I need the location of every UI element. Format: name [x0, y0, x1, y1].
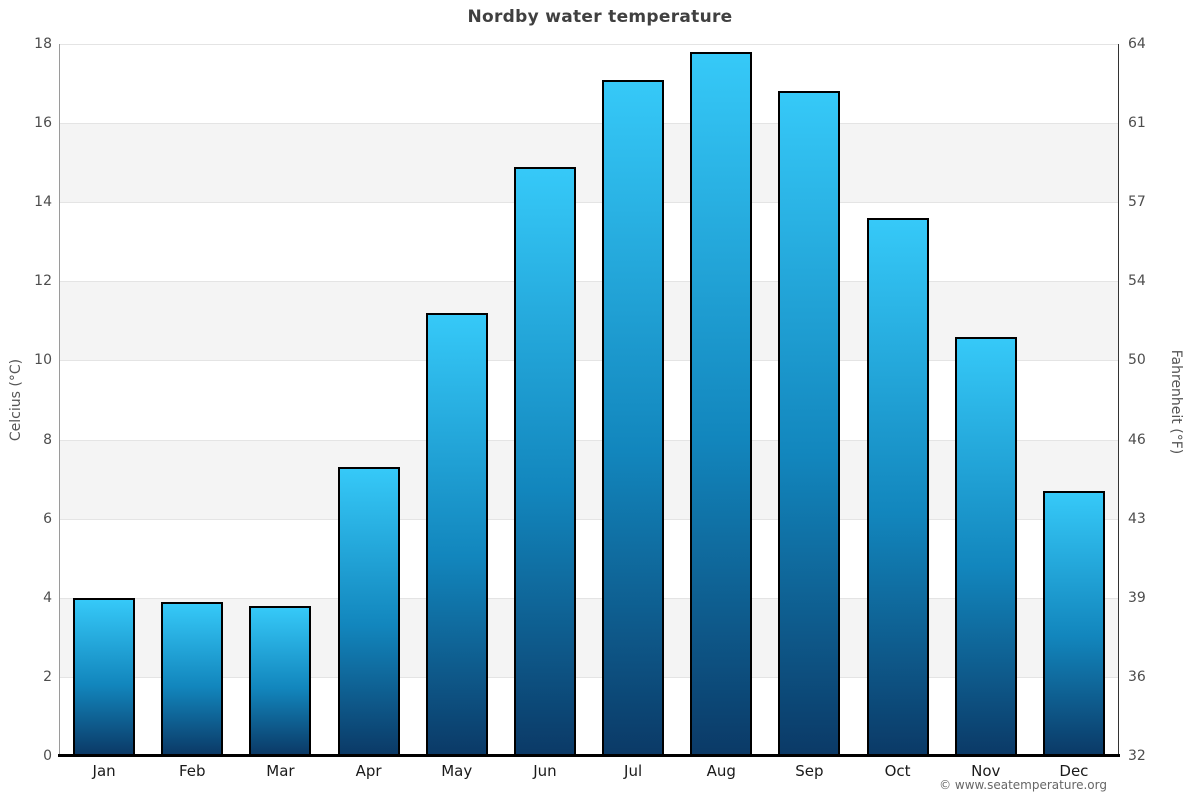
y-tick-fahrenheit-32: 32 — [1128, 748, 1146, 764]
gridline-6 — [60, 519, 1118, 520]
y-tick-celsius-4: 4 — [43, 589, 52, 606]
x-tick-mar: Mar — [266, 762, 295, 780]
y-tick-fahrenheit-54: 54 — [1128, 273, 1146, 290]
x-tick-aug: Aug — [706, 762, 736, 780]
gridline-16 — [60, 123, 1118, 124]
bar-dec[interactable] — [1042, 490, 1105, 756]
y-axis-line-celsius — [59, 44, 60, 756]
y-tick-fahrenheit-64: 64 — [1128, 36, 1146, 52]
x-tick-sep: Sep — [795, 762, 824, 780]
y-tick-fahrenheit-43: 43 — [1128, 510, 1146, 527]
copyright-credit: © www.seatemperature.org — [939, 778, 1107, 792]
y-tick-fahrenheit-57: 57 — [1128, 194, 1146, 211]
bar-mar[interactable] — [249, 605, 312, 756]
y-tick-celsius-8: 8 — [43, 431, 52, 448]
x-axis-line — [58, 754, 1120, 757]
x-tick-apr: Apr — [355, 762, 382, 780]
gridline-4 — [60, 598, 1118, 599]
plot-band-10-12 — [60, 281, 1118, 361]
y-tick-fahrenheit-36: 36 — [1128, 668, 1146, 685]
gridline-18 — [60, 44, 1118, 45]
y-tick-celsius-16: 16 — [34, 115, 52, 132]
y-tick-celsius-2: 2 — [43, 668, 52, 685]
y-tick-celsius-14: 14 — [34, 194, 52, 211]
bar-sep[interactable] — [778, 91, 841, 756]
bar-oct[interactable] — [866, 218, 929, 756]
bar-jul[interactable] — [602, 79, 665, 756]
bar-may[interactable] — [425, 312, 488, 756]
x-tick-nov: Nov — [971, 762, 1001, 780]
y-tick-celsius-10: 10 — [34, 352, 52, 369]
gridline-12 — [60, 281, 1118, 282]
y-tick-celsius-12: 12 — [34, 273, 52, 290]
y-axis-line-fahrenheit — [1118, 44, 1119, 756]
chart-title: Nordby water temperature — [467, 7, 733, 27]
y-tick-fahrenheit-61: 61 — [1128, 115, 1146, 132]
plot-band-2-4 — [60, 597, 1118, 677]
bar-jan[interactable] — [73, 597, 136, 756]
x-tick-jul: Jul — [624, 762, 643, 780]
gridline-8 — [60, 440, 1118, 441]
bar-nov[interactable] — [954, 336, 1017, 756]
x-tick-jan: Jan — [92, 762, 116, 780]
y-tick-fahrenheit-50: 50 — [1128, 352, 1146, 369]
plot-band-6-8 — [60, 439, 1118, 519]
x-tick-dec: Dec — [1059, 762, 1089, 780]
y-tick-celsius-18: 18 — [34, 36, 52, 52]
bar-feb[interactable] — [161, 601, 224, 756]
x-tick-jun: Jun — [533, 762, 557, 780]
y-tick-fahrenheit-39: 39 — [1128, 589, 1146, 606]
y-axis-title-celsius: Celcius (°C) — [8, 358, 24, 442]
plot-band-14-16 — [60, 123, 1118, 203]
gridline-2 — [60, 677, 1118, 678]
y-tick-celsius-6: 6 — [43, 510, 52, 527]
bar-jun[interactable] — [513, 166, 576, 756]
plot-area — [60, 44, 1118, 756]
x-tick-feb: Feb — [178, 762, 206, 780]
y-tick-celsius-0: 0 — [43, 748, 52, 764]
bar-apr[interactable] — [337, 467, 400, 756]
y-tick-fahrenheit-46: 46 — [1128, 431, 1146, 448]
bar-aug[interactable] — [690, 51, 753, 756]
gridline-14 — [60, 202, 1118, 203]
x-tick-oct: Oct — [884, 762, 911, 780]
gridline-10 — [60, 360, 1118, 361]
x-tick-may: May — [441, 762, 473, 780]
